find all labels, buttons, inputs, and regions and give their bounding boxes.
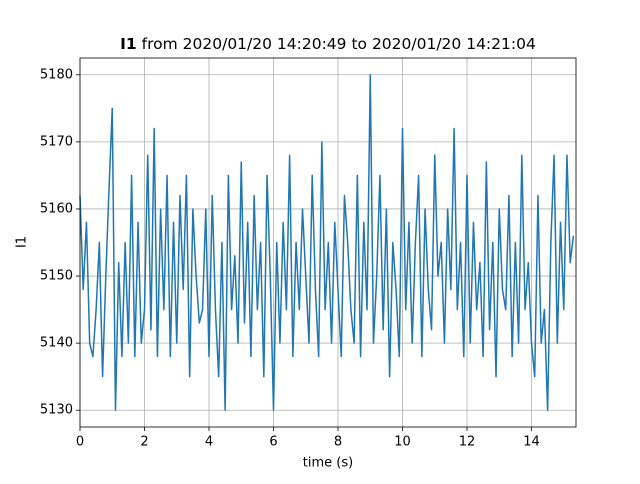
- x-tick-label: 10: [394, 435, 411, 450]
- x-tick-label: 6: [269, 435, 277, 450]
- x-tick-label: 14: [523, 435, 540, 450]
- x-axis-label: time (s): [303, 456, 353, 471]
- x-tick-label: 12: [459, 435, 476, 450]
- plot-frame: [79, 57, 577, 428]
- x-tick-label: 0: [76, 435, 84, 450]
- chart-title: I1 from 2020/01/20 14:20:49 to 2020/01/2…: [120, 35, 536, 53]
- x-tick-label: 4: [205, 435, 213, 450]
- y-tick-label: 5160: [40, 201, 73, 216]
- x-tick-label: 8: [334, 435, 342, 450]
- title-bold: I1: [120, 35, 137, 53]
- y-tick-label: 5140: [40, 336, 73, 351]
- y-tick-label: 5150: [40, 269, 73, 284]
- title-rest: from 2020/01/20 14:20:49 to 2020/01/20 1…: [142, 35, 536, 53]
- y-tick-label: 5180: [40, 67, 73, 82]
- data-line: [79, 74, 575, 411]
- y-tick-label: 5130: [40, 403, 73, 418]
- y-tick-label: 5170: [40, 134, 73, 149]
- plot: 5130 5140 5150 5160 5170 5180 0 2 4 6 8 10 12 14: [40, 57, 577, 450]
- x-tick-label: 2: [140, 435, 148, 450]
- y-axis-label: I1: [15, 236, 30, 248]
